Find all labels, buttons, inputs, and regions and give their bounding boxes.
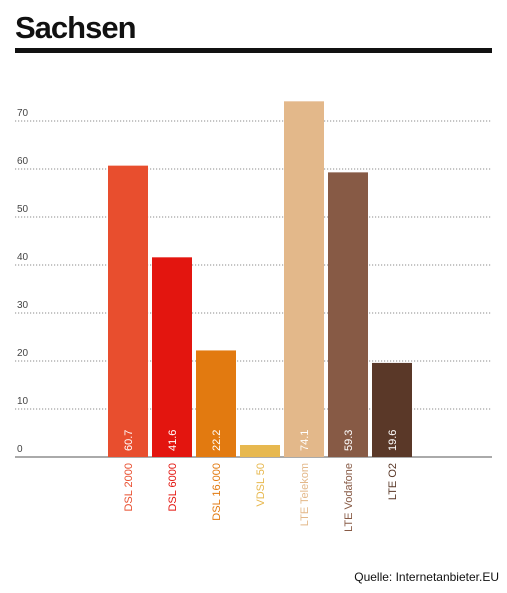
y-tick-label: 70 bbox=[17, 108, 29, 119]
category-label: DSL 6000 bbox=[167, 463, 179, 512]
category-label: VDSL 50 bbox=[255, 463, 267, 507]
category-label: DSL 2000 bbox=[123, 463, 135, 512]
y-tick-label: 0 bbox=[17, 444, 23, 455]
y-tick-label: 10 bbox=[17, 396, 29, 407]
bar bbox=[372, 362, 412, 457]
category-label: DSL 16.000 bbox=[211, 463, 223, 521]
bar bbox=[108, 165, 148, 457]
bar-value-label: 19.6 bbox=[387, 430, 399, 451]
bar-value-label: 74.1 bbox=[299, 430, 311, 451]
bar-value-label: 41.6 bbox=[167, 430, 179, 451]
bar-value-label: 60.7 bbox=[123, 430, 135, 451]
gridlines bbox=[15, 120, 492, 458]
bar-value-label: 59.3 bbox=[343, 430, 355, 451]
title-rule bbox=[15, 48, 492, 53]
y-tick-label: 60 bbox=[17, 156, 29, 167]
y-tick-label: 20 bbox=[17, 348, 29, 359]
y-axis-ticks: 0 10 20 30 40 50 60 70 bbox=[17, 108, 29, 455]
y-tick-label: 50 bbox=[17, 204, 29, 215]
y-tick-label: 40 bbox=[17, 252, 29, 263]
category-label: LTE Vodafone bbox=[343, 463, 355, 532]
bar-value-label: 22.2 bbox=[211, 430, 223, 451]
bar bbox=[328, 172, 368, 458]
bar bbox=[152, 257, 192, 457]
bar bbox=[284, 101, 324, 457]
source-note: Quelle: Internetanbieter.EU bbox=[354, 570, 499, 584]
x-axis-labels: DSL 2000 DSL 6000 DSL 16.000 VDSL 50 LTE Tel… bbox=[123, 463, 399, 532]
chart-title: Sachsen bbox=[15, 10, 137, 45]
y-tick-label: 30 bbox=[17, 300, 29, 311]
bar bbox=[196, 350, 236, 457]
category-label: LTE O2 bbox=[387, 463, 399, 500]
bars: 60.7 41.6 22.2 74.1 59.3 19.6 bbox=[108, 101, 412, 458]
bar bbox=[240, 445, 280, 457]
category-label: LTE Telekom bbox=[299, 463, 311, 526]
